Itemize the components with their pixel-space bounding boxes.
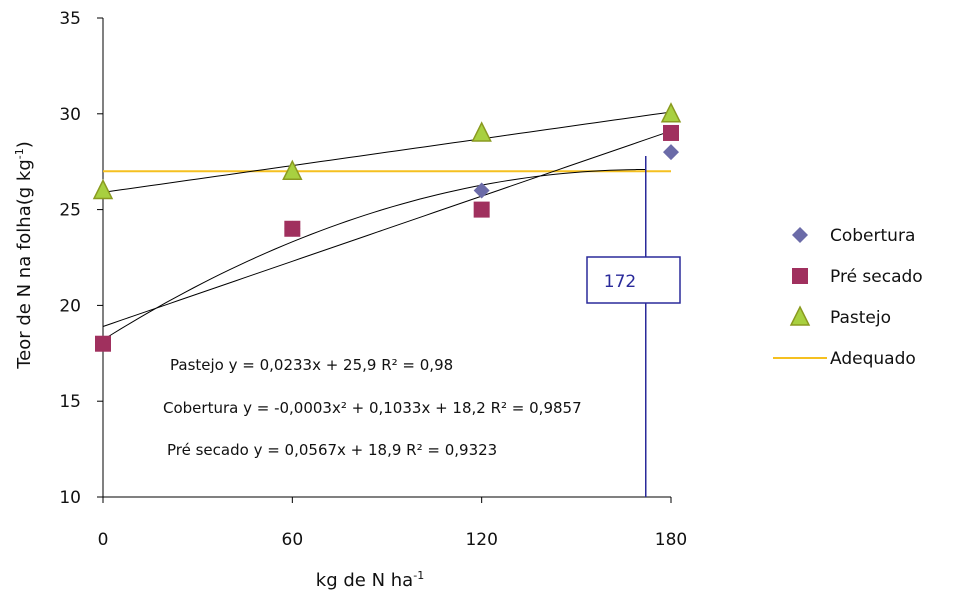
trendline-equation: Pré secado y = 0,0567x + 18,9 R² = 0,932… [167,441,497,459]
x-label-sup: -1 [413,569,424,582]
y-tick-label: 15 [59,392,81,412]
point [660,102,682,123]
y-tick-label: 25 [59,201,81,221]
marker-box [586,256,681,304]
y-label-sup: -1 [13,148,26,159]
legend-marker [789,305,811,326]
y-tick-label: 35 [59,9,81,29]
y-label-end: ) [14,141,35,148]
point [95,335,111,352]
y-axis-label: Teor de N na folha(g kg-1) [13,141,35,370]
trendline [102,169,646,341]
legend-label: Pastejo [830,308,891,328]
x-axis-label: kg de N ha-1 [316,569,424,591]
legend-marker [792,227,808,243]
x-label-text: kg de N ha [316,570,413,591]
trendline-equation: Pastejo y = 0,0233x + 25,9 R² = 0,98 [170,356,453,374]
legend-label: Adequado [830,349,916,369]
point [473,201,490,218]
trendline [102,111,672,193]
legend-marker [792,268,808,284]
x-tick-label: 180 [655,530,687,550]
point [92,178,114,200]
legend-label: Cobertura [830,226,915,246]
x-tick-label: 120 [465,530,497,550]
point [284,220,301,237]
point [473,182,490,199]
trendline [102,130,672,327]
y-label-text: Teor de N na folha(g kg [14,159,35,370]
marker-label: 172 [604,272,636,292]
point [282,159,303,181]
point [471,121,492,142]
trendline-equation: Cobertura y = -0,0003x² + 0,1033x + 18,2… [163,399,582,417]
legend-label: Pré secado [830,267,923,287]
x-tick-label: 60 [282,530,304,550]
point [663,144,679,161]
point [663,124,679,141]
x-tick-label: 0 [98,530,109,550]
y-tick-label: 20 [59,296,81,316]
y-tick-label: 10 [59,488,81,508]
y-tick-label: 30 [59,105,81,125]
